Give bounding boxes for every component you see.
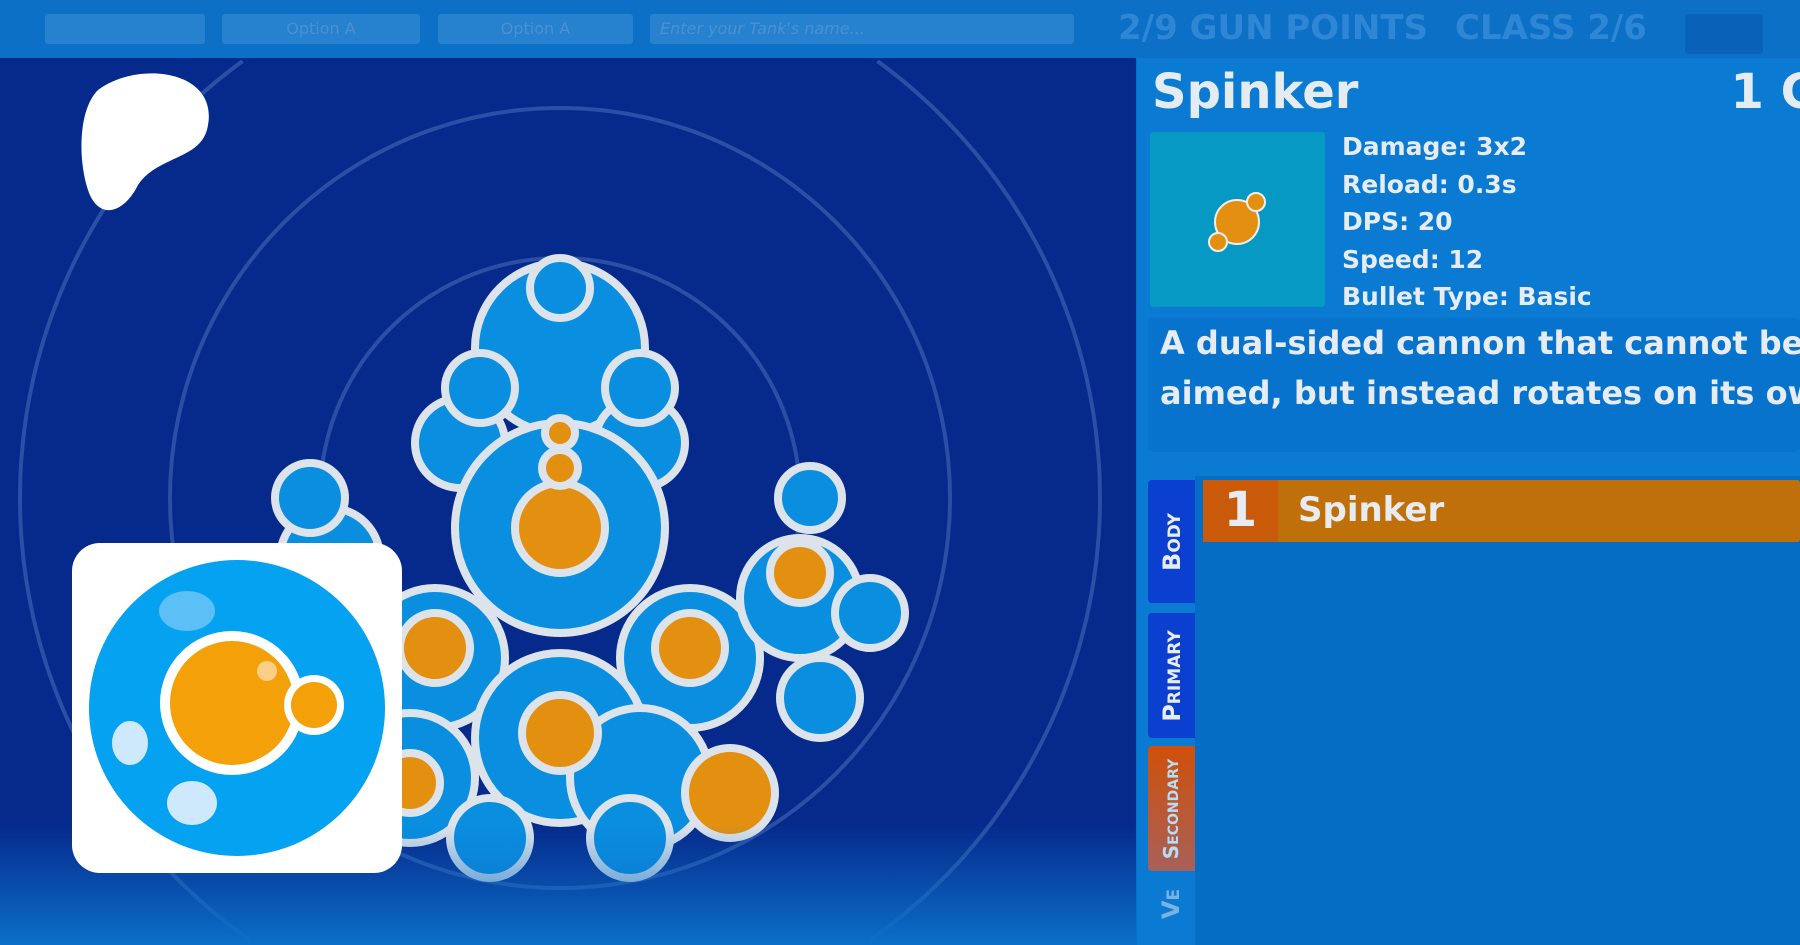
range-ring (876, 59, 1102, 499)
tank-segment (831, 574, 909, 652)
stat-speed: Speed: 12 (1342, 244, 1484, 274)
bullet-cannon (766, 539, 834, 607)
tank-segment (441, 349, 519, 427)
tank-segment (271, 459, 349, 537)
tank-segment (601, 349, 679, 427)
tab-primary[interactable]: Primary (1148, 613, 1195, 738)
share-button[interactable] (1685, 14, 1763, 54)
spinker-icon (89, 560, 385, 856)
top-toolbar: Option A Option A Enter your Tank's name… (0, 0, 1800, 58)
tank-segment (776, 654, 864, 742)
tab-ve[interactable]: Ve (1148, 880, 1195, 928)
item-name: Spinker (1298, 490, 1445, 530)
tab-label: Ve (1157, 888, 1186, 920)
tab-label: Body (1157, 512, 1186, 571)
weapon-stats: Damage: 3x2 Reload: 0.3s DPS: 20 Speed: … (1342, 128, 1592, 316)
option-select-2[interactable]: Option A (438, 14, 633, 44)
class-counter: CLASS 2/6 (1455, 8, 1647, 48)
tab-secondary[interactable]: Secondary (1148, 746, 1195, 871)
tank-name-input[interactable]: Enter your Tank's name... (650, 14, 1074, 44)
bullet-cannon (651, 609, 729, 687)
tab-label: Primary (1157, 629, 1186, 722)
tab-label: Secondary (1159, 758, 1184, 859)
gun-points-counter: 2/9 GUN POINTS (1118, 8, 1428, 48)
stat-reload: Reload: 0.3s (1342, 169, 1517, 199)
stat-damage: Damage: 3x2 (1342, 132, 1528, 161)
spinker-icon (1208, 192, 1266, 252)
weapon-title: Spinker (1152, 64, 1359, 120)
description-line: aimed, but instead rotates on its own (1160, 374, 1800, 412)
stat-dps: DPS: 20 (1342, 207, 1453, 236)
tank-body (271, 254, 909, 882)
color-picker[interactable] (45, 14, 205, 44)
weapon-list: 1 Spinker (1195, 476, 1800, 945)
item-gun-points: 1 (1203, 480, 1278, 542)
stat-bullet-type: Bullet Type: Basic (1342, 282, 1592, 311)
tank-preview (17, 59, 1102, 942)
bullet-cannon (518, 691, 602, 775)
weapon-thumbnail (1150, 132, 1325, 307)
tank-segment (526, 254, 594, 322)
bullet-cannon (511, 479, 609, 577)
bullet-cannon (396, 609, 474, 687)
option-select-1[interactable]: Option A (222, 14, 420, 44)
tank-segment (774, 462, 846, 534)
list-item[interactable]: 1 Spinker (1203, 480, 1800, 542)
patreon-logo (81, 73, 209, 211)
app-icon (72, 543, 402, 873)
weapon-description: A dual-sided cannon that cannot be aimed… (1148, 318, 1800, 452)
description-line: A dual-sided cannon that cannot be (1160, 324, 1800, 362)
weapon-info-panel: Spinker 1 G Damage: 3x2 Reload: 0.3s DPS… (1137, 58, 1800, 945)
tab-body[interactable]: Body (1148, 480, 1195, 603)
bullet-cannon (538, 446, 582, 490)
weapon-gun-points: 1 G (1730, 64, 1800, 120)
bullet-cannon (541, 414, 579, 452)
